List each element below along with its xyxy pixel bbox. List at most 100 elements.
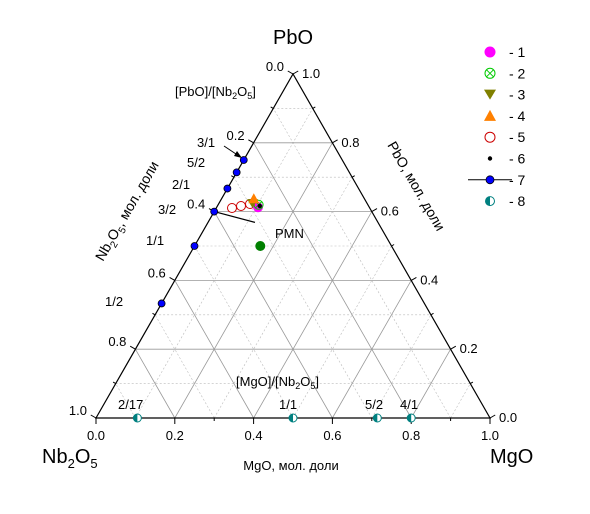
mgo-ratio-label: [MgO]/[Nb2O5] (236, 374, 319, 391)
right-tick-label: 0.2 (460, 341, 478, 356)
series-7-point-shape (223, 184, 232, 193)
tick-mark (292, 70, 299, 75)
tick-mark (270, 106, 274, 109)
legend-label-8: - 8 (509, 193, 526, 209)
axis-title-bottom: MgO, мол. доли (243, 458, 338, 473)
series-5-point (227, 203, 237, 213)
series-6-point (257, 203, 262, 209)
legend-marker-2-cross (486, 69, 494, 78)
series-7-point-shape (157, 299, 166, 308)
mgo-ratio-5-2: 5/2 (365, 397, 383, 412)
left-tick-label: 0.6 (148, 265, 166, 280)
right-tick-label: 0.6 (381, 204, 399, 219)
right-tick-label: 0.4 (420, 272, 438, 287)
legend-marker-7 (485, 175, 495, 185)
legend-label-3: - 3 (509, 87, 526, 103)
bottom-tick-label: 1.0 (481, 428, 499, 443)
tick-mark (391, 244, 395, 247)
tick-mark (371, 208, 378, 213)
legend-marker-3 (484, 89, 496, 100)
bottom-tick-label: 0.0 (87, 428, 105, 443)
series-5-point (236, 201, 246, 211)
grid-line (194, 245, 294, 419)
bottom-tick-label: 0.6 (323, 428, 341, 443)
legend-marker-4-shape (484, 109, 496, 121)
pbo-ratio-3-2: 3/2 (158, 202, 176, 217)
series-4-point-shape (248, 193, 260, 204)
tick-mark (450, 345, 457, 350)
bottom-tick-label: 0.8 (402, 428, 420, 443)
ratio-arrow (223, 145, 242, 158)
legend-marker-1 (484, 46, 496, 58)
tick-mark (112, 381, 116, 385)
axis-ticks: 0.0 0.0 0.0 0.2 0.2 0.2 0.4 0.4 0.4 0.6 0.6 0.6 0.8 0… (69, 59, 517, 443)
series-5-point-shape (227, 203, 237, 213)
legend-marker-2-shape (484, 67, 496, 79)
legend-label-7: - 7 (509, 172, 526, 188)
series-7-point-shape (190, 242, 199, 250)
grid-line (450, 383, 471, 419)
legend-label-4: - 4 (509, 108, 526, 124)
apex-label-top: PbO (273, 27, 313, 49)
grid-line (410, 349, 451, 419)
grid-line (135, 349, 176, 419)
grid-line (135, 108, 313, 419)
series-5-point-shape (236, 201, 246, 211)
legend-label-2: - 2 (509, 65, 526, 81)
pmn-label: PMN (275, 226, 304, 241)
series-7-point (210, 207, 219, 216)
series-7-point (157, 299, 166, 308)
grid-lines (115, 108, 471, 419)
apex-label-left: Nb2O5 (42, 446, 98, 471)
legend-marker-5 (484, 131, 496, 143)
series-7-point (223, 184, 232, 193)
left-tick-label: 0.0 (266, 59, 284, 74)
legend-marker-8 (485, 196, 495, 207)
mgo-ratio-2-17: 2/17 (118, 397, 143, 412)
left-tick-label: 0.4 (187, 197, 205, 212)
left-tick-label: 1.0 (69, 403, 87, 418)
grid-line (273, 108, 451, 419)
apex-label-right: MgO (490, 446, 533, 468)
pbo-ratio-label: [PbO]/[Nb2O5] (175, 84, 256, 101)
tick-mark (430, 312, 434, 316)
tick-mark (90, 414, 97, 419)
tick-mark (231, 175, 235, 178)
series-7-point-shape (232, 168, 241, 177)
legend-marker-4 (484, 109, 496, 121)
legend-marker-3-shape (484, 89, 496, 100)
tick-mark (287, 70, 294, 75)
legend-marker-7-shape (485, 175, 495, 185)
series-8-point (406, 413, 416, 423)
series-8-point-half (133, 414, 138, 422)
right-tick-label: 1.0 (302, 66, 320, 81)
right-tick-label: 0.8 (341, 135, 359, 150)
series-8-point (288, 413, 298, 423)
left-tick-label: 0.8 (108, 334, 126, 349)
series-7-point (190, 242, 199, 250)
legend-marker-8-half (485, 196, 490, 206)
pbo-ratio-3-1: 3/1 (197, 135, 215, 150)
tick-mark (470, 381, 474, 385)
series-4-point (248, 193, 260, 204)
tick-mark (410, 276, 417, 281)
grid-line (174, 280, 254, 419)
tick-mark (152, 312, 156, 316)
pmn-point (255, 241, 266, 251)
axis-title-left: Nb2O5, мол. доли (92, 158, 166, 265)
series-8-point (372, 413, 382, 423)
bottom-tick-label: 0.4 (245, 428, 263, 443)
tick-mark (489, 414, 496, 419)
legend-label-5: - 5 (509, 129, 526, 145)
bottom-tick-label: 0.2 (166, 428, 184, 443)
legend-marker-6 (487, 156, 493, 161)
grid-line (154, 314, 215, 419)
data-points (132, 156, 416, 423)
legend-label-1: - 1 (509, 44, 526, 60)
left-tick-label: 0.2 (227, 128, 245, 143)
grid-line (115, 383, 136, 419)
tick-mark (312, 106, 316, 109)
pbo-ratio-1-2: 1/2 (105, 294, 123, 309)
pbo-ratio-5-2: 5/2 (187, 155, 205, 170)
